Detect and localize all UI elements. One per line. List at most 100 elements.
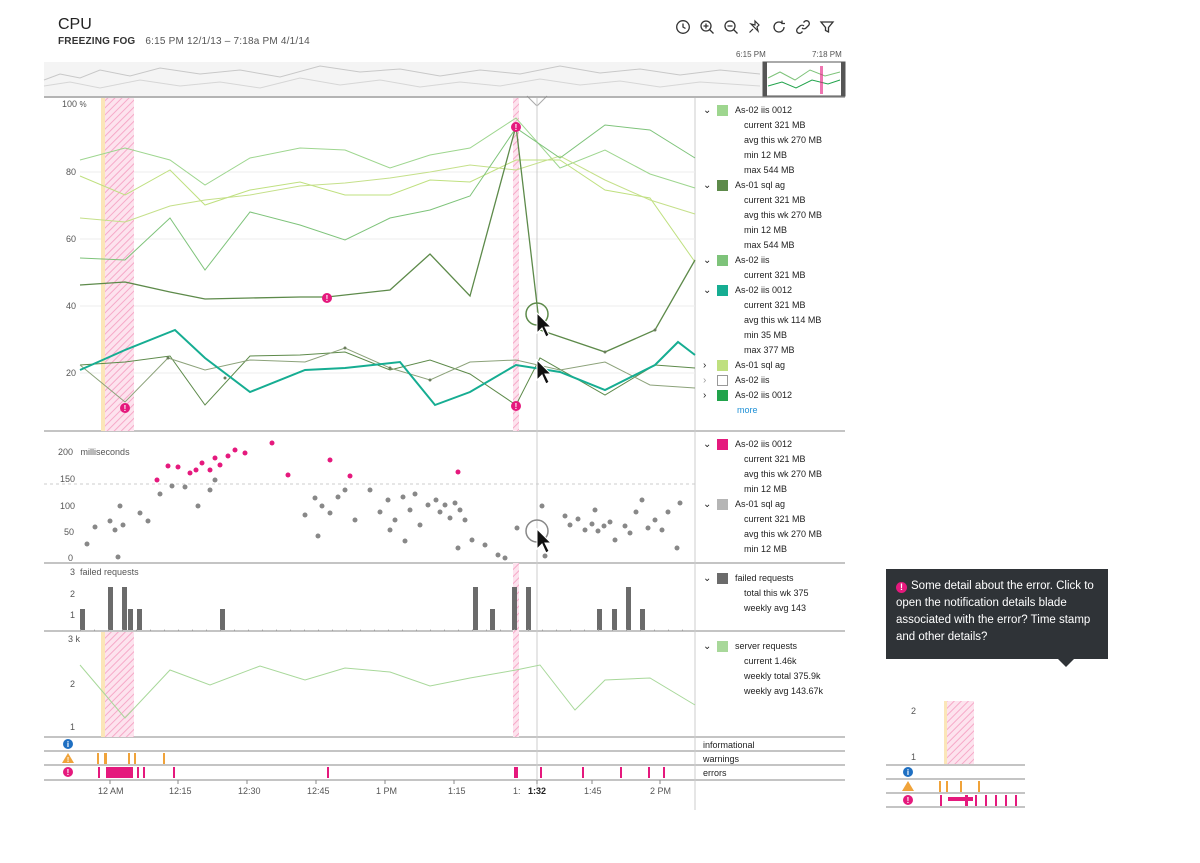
error-marker-icon[interactable]: ! bbox=[511, 401, 521, 411]
legend-detail: min 12 MB bbox=[744, 225, 788, 235]
cursor-icon bbox=[536, 311, 553, 338]
time-cursor-label: 1:32 bbox=[528, 786, 547, 796]
error-marker-icon[interactable]: ! bbox=[511, 122, 521, 132]
time-tick: 12:45 bbox=[307, 786, 330, 796]
legend-series[interactable]: ⌄ As-02 iis bbox=[703, 255, 770, 266]
legend-detail: avg this wk 270 MB bbox=[744, 210, 823, 220]
legend-detail: current 321 MB bbox=[744, 454, 806, 464]
legend-series[interactable]: › As-01 sql ag bbox=[703, 360, 786, 371]
tooltip-text: Some detail about the error. Click to op… bbox=[896, 580, 1094, 643]
events-labels: informational warnings errors bbox=[703, 738, 755, 780]
legend-detail: weekly avg 143.67k bbox=[744, 686, 824, 696]
chevron-down-icon[interactable]: ⌄ bbox=[703, 499, 712, 510]
time-tick: 1 PM bbox=[376, 786, 398, 796]
zoom-in-icon[interactable] bbox=[698, 18, 716, 36]
chevron-down-icon[interactable]: ⌄ bbox=[703, 439, 712, 450]
legend-detail: avg this wk 270 MB bbox=[744, 529, 823, 539]
pin-icon[interactable] bbox=[746, 18, 764, 36]
latency-y-tick: 150 bbox=[60, 474, 76, 484]
legend-series[interactable]: ⌄ As-01 sql ag bbox=[703, 499, 786, 510]
svg-text:!: ! bbox=[67, 757, 69, 764]
legend-detail: weekly total 375.9k bbox=[744, 671, 821, 681]
chevron-down-icon[interactable]: ⌄ bbox=[703, 573, 712, 584]
mini-y-tick: 1 bbox=[911, 752, 917, 762]
legend-series[interactable]: ⌄ As-02 iis 0012 bbox=[703, 439, 793, 450]
filter-icon[interactable] bbox=[818, 18, 836, 36]
cpu-y-tick: 60 bbox=[66, 234, 77, 244]
time-tick: 12:15 bbox=[169, 786, 192, 796]
legend-detail: total this wk 375 bbox=[744, 588, 809, 598]
legend-series[interactable]: › As-02 iis 0012 bbox=[703, 390, 793, 401]
cursor-icon bbox=[536, 358, 553, 385]
time-tick: 1:45 bbox=[584, 786, 602, 796]
chevron-right-icon[interactable]: › bbox=[703, 390, 707, 401]
error-marker-icon[interactable]: ! bbox=[120, 403, 130, 413]
more-link[interactable]: more bbox=[737, 405, 758, 415]
chevron-right-icon[interactable]: › bbox=[703, 360, 707, 371]
clock-icon[interactable] bbox=[674, 18, 692, 36]
legend-series[interactable]: ⌄ As-02 iis 0012 bbox=[703, 285, 793, 296]
refresh-icon[interactable] bbox=[770, 18, 788, 36]
legend-detail: avg this wk 270 MB bbox=[744, 469, 823, 479]
svg-text:i: i bbox=[907, 768, 909, 777]
latency-legend: ⌄ As-02 iis 0012 current 321 MB avg this … bbox=[703, 437, 822, 557]
errors-row[interactable] bbox=[98, 767, 665, 778]
svg-text:!: ! bbox=[67, 768, 70, 777]
chevron-right-icon[interactable]: › bbox=[703, 375, 707, 386]
page-subtitle: FREEZING FOG 6:15 PM 12/1/13 – 7:18a PM 4… bbox=[58, 36, 310, 47]
failed-legend: ⌄ failed requests total this wk 375 weekl… bbox=[703, 571, 809, 616]
failed-y-tick: 3 failed requests bbox=[70, 567, 139, 577]
warning-icon: ! bbox=[62, 753, 74, 764]
legend-series[interactable]: › As-02 iis bbox=[703, 375, 770, 386]
chevron-down-icon[interactable]: ⌄ bbox=[703, 641, 712, 652]
chevron-down-icon[interactable]: ⌄ bbox=[703, 180, 712, 191]
chevron-down-icon[interactable]: ⌄ bbox=[703, 285, 712, 296]
server-y-tick: 1 bbox=[70, 722, 76, 732]
cpu-legend: ⌄ As-02 iis 0012 current 321 MB avg this … bbox=[703, 103, 822, 418]
info-icon: i bbox=[63, 739, 73, 749]
legend-detail: current 321 MB bbox=[744, 120, 806, 130]
chevron-down-icon[interactable]: ⌄ bbox=[703, 105, 712, 116]
legend-detail: min 12 MB bbox=[744, 544, 788, 554]
error-icon: ! bbox=[896, 582, 907, 593]
link-icon[interactable] bbox=[794, 18, 812, 36]
legend-detail: max 544 MB bbox=[744, 240, 795, 250]
server-y-tick: 3 k bbox=[68, 634, 81, 644]
cursor-icon bbox=[536, 527, 553, 554]
legend-detail: min 35 MB bbox=[744, 330, 788, 340]
error-marker-icon[interactable]: ! bbox=[322, 293, 332, 303]
location-label: FREEZING FOG bbox=[58, 36, 136, 47]
legend-series[interactable]: ⌄ server requests bbox=[703, 641, 798, 652]
warnings-label[interactable]: warnings bbox=[703, 754, 740, 764]
warnings-row[interactable] bbox=[97, 753, 165, 764]
time-tick: 12 AM bbox=[98, 786, 124, 796]
legend-detail: current 321 MB bbox=[744, 514, 806, 524]
svg-text:!: ! bbox=[124, 404, 127, 413]
svg-text:!: ! bbox=[515, 123, 518, 132]
overview-strip[interactable] bbox=[43, 61, 846, 107]
legend-detail: min 12 MB bbox=[744, 150, 788, 160]
legend-detail: min 12 MB bbox=[744, 484, 788, 494]
overview-end-label: 7:18 PM bbox=[812, 50, 842, 59]
svg-text:!: ! bbox=[907, 796, 910, 805]
latency-y-tick: 200 milliseconds bbox=[58, 447, 130, 457]
chevron-down-icon[interactable]: ⌄ bbox=[703, 255, 712, 266]
error-tooltip[interactable]: ! Some detail about the error. Click to o… bbox=[886, 569, 1108, 667]
failed-y-tick: 2 bbox=[70, 589, 76, 599]
latency-y-tick: 100 bbox=[60, 501, 76, 511]
failed-y-tick: 1 bbox=[70, 610, 76, 620]
legend-detail: current 321 MB bbox=[744, 270, 806, 280]
latency-y-tick: 0 bbox=[68, 553, 74, 563]
svg-text:!: ! bbox=[515, 402, 518, 411]
legend-detail: current 1.46k bbox=[744, 656, 797, 666]
legend-series[interactable]: ⌄ failed requests bbox=[703, 573, 794, 584]
legend-series[interactable]: ⌄ As-02 iis 0012 bbox=[703, 105, 793, 116]
errors-label[interactable]: errors bbox=[703, 768, 727, 778]
time-tick: 2 PM bbox=[650, 786, 672, 796]
informational-label[interactable]: informational bbox=[703, 740, 755, 750]
cpu-y-tick: 80 bbox=[66, 167, 77, 177]
legend-detail: current 321 MB bbox=[744, 300, 806, 310]
zoom-out-icon[interactable] bbox=[722, 18, 740, 36]
legend-series[interactable]: ⌄ As-01 sql ag bbox=[703, 180, 786, 191]
time-tick: 12:30 bbox=[238, 786, 261, 796]
